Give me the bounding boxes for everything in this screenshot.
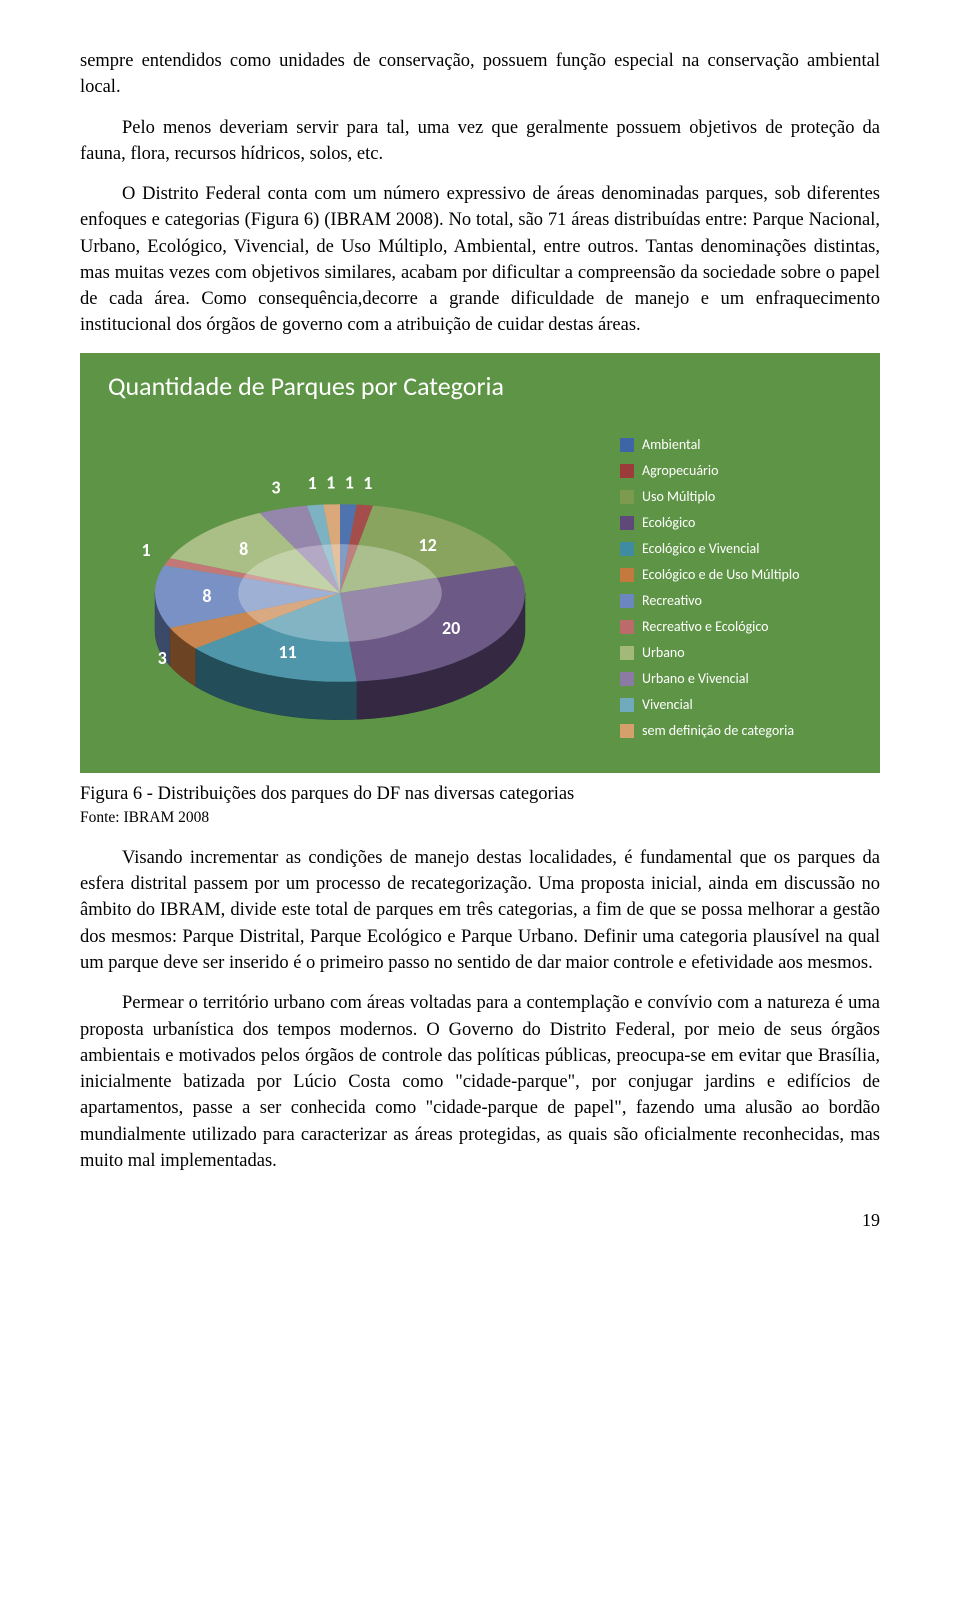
svg-text:3: 3 — [271, 476, 280, 498]
svg-text:1: 1 — [345, 471, 354, 493]
svg-text:Vivencial: Vivencial — [642, 696, 693, 713]
svg-text:11: 11 — [279, 640, 297, 662]
svg-text:sem definição de categoria: sem definição de categoria — [642, 722, 794, 739]
svg-text:Ecológico e de Uso Múltiplo: Ecológico e de Uso Múltiplo — [642, 566, 800, 583]
page-number: 19 — [80, 1210, 880, 1231]
svg-text:Urbano: Urbano — [642, 644, 685, 661]
figure-caption: Figura 6 - Distribuições dos parques do … — [80, 781, 880, 807]
pie-chart-figure: Quantidade de Parques por Categoria11122… — [80, 353, 880, 773]
paragraph: Visando incrementar as condições de mane… — [80, 845, 880, 976]
paragraph: O Distrito Federal conta com um número e… — [80, 181, 880, 339]
paragraph: Pelo menos deveriam servir para tal, uma… — [80, 115, 880, 168]
svg-text:8: 8 — [202, 585, 211, 607]
svg-text:1: 1 — [326, 471, 335, 493]
svg-text:1: 1 — [141, 539, 150, 561]
svg-text:8: 8 — [239, 537, 248, 559]
svg-text:Agropecuário: Agropecuário — [642, 462, 719, 479]
svg-text:3: 3 — [158, 647, 167, 669]
svg-text:Recreativo: Recreativo — [642, 592, 702, 609]
paragraph: sempre entendidos como unidades de conse… — [80, 48, 880, 101]
svg-text:Ecológico: Ecológico — [642, 514, 695, 531]
svg-text:1: 1 — [308, 472, 317, 494]
pie-chart-svg: Quantidade de Parques por Categoria11122… — [80, 353, 880, 773]
svg-text:Ecológico e Vivencial: Ecológico e Vivencial — [642, 540, 759, 557]
svg-text:Quantidade de Parques por Cate: Quantidade de Parques por Categoria — [108, 370, 504, 402]
paragraph: Permear o território urbano com áreas vo… — [80, 990, 880, 1174]
svg-text:12: 12 — [419, 534, 437, 556]
svg-text:Urbano e Vivencial: Urbano e Vivencial — [642, 670, 749, 687]
svg-text:20: 20 — [442, 617, 460, 639]
svg-text:1: 1 — [363, 472, 372, 494]
svg-text:Recreativo e Ecológico: Recreativo e Ecológico — [642, 618, 769, 635]
svg-text:Uso Múltiplo: Uso Múltiplo — [642, 488, 715, 505]
figure-source: Fonte: IBRAM 2008 — [80, 809, 880, 827]
svg-text:Ambiental: Ambiental — [642, 436, 700, 453]
